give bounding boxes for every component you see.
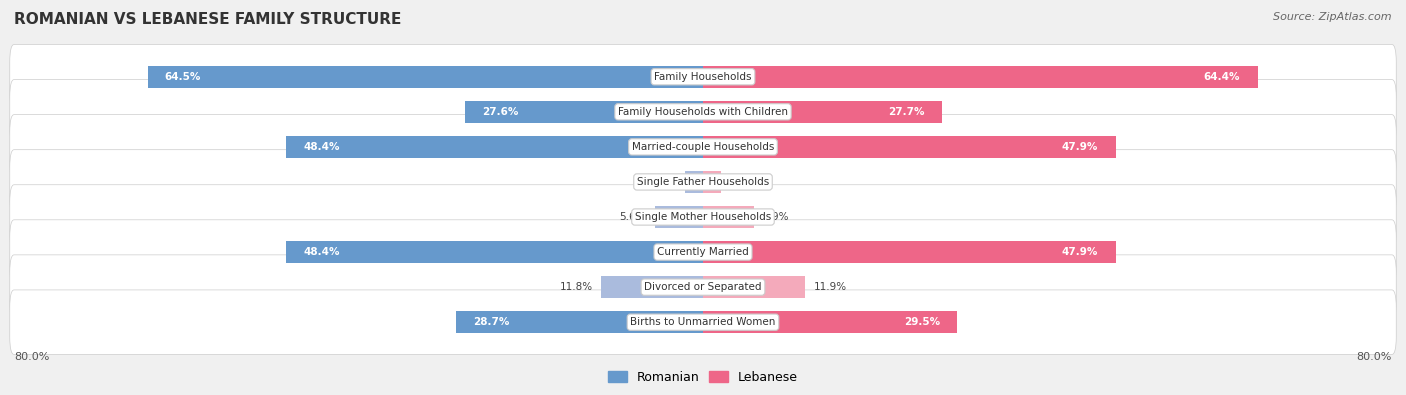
Text: Currently Married: Currently Married [657, 247, 749, 257]
Text: 11.9%: 11.9% [814, 282, 848, 292]
Text: 29.5%: 29.5% [904, 317, 939, 327]
Bar [703, 311, 957, 333]
Text: 5.9%: 5.9% [762, 212, 789, 222]
FancyBboxPatch shape [10, 255, 1396, 320]
Text: ROMANIAN VS LEBANESE FAMILY STRUCTURE: ROMANIAN VS LEBANESE FAMILY STRUCTURE [14, 12, 402, 27]
Text: 64.5%: 64.5% [165, 72, 201, 82]
Text: 64.4%: 64.4% [1204, 72, 1240, 82]
Text: 5.6%: 5.6% [620, 212, 647, 222]
FancyBboxPatch shape [10, 150, 1396, 214]
Bar [287, 136, 703, 158]
Text: Births to Unmarried Women: Births to Unmarried Women [630, 317, 776, 327]
Text: Divorced or Separated: Divorced or Separated [644, 282, 762, 292]
Text: 48.4%: 48.4% [304, 247, 340, 257]
Text: 28.7%: 28.7% [472, 317, 509, 327]
Bar [685, 171, 703, 193]
Legend: Romanian, Lebanese: Romanian, Lebanese [607, 371, 799, 384]
Bar [287, 241, 703, 263]
Text: 27.7%: 27.7% [887, 107, 924, 117]
Text: 80.0%: 80.0% [14, 352, 49, 361]
Text: 2.1%: 2.1% [730, 177, 756, 187]
FancyBboxPatch shape [10, 220, 1396, 284]
Bar [703, 171, 721, 193]
Text: Family Households with Children: Family Households with Children [619, 107, 787, 117]
Text: Family Households: Family Households [654, 72, 752, 82]
FancyBboxPatch shape [10, 115, 1396, 179]
Bar [703, 136, 1115, 158]
FancyBboxPatch shape [10, 185, 1396, 249]
Bar [456, 311, 703, 333]
Text: 47.9%: 47.9% [1062, 247, 1098, 257]
Text: 48.4%: 48.4% [304, 142, 340, 152]
Text: Source: ZipAtlas.com: Source: ZipAtlas.com [1274, 12, 1392, 22]
Bar [703, 241, 1115, 263]
Bar [655, 206, 703, 228]
FancyBboxPatch shape [10, 79, 1396, 144]
Bar [703, 206, 754, 228]
Bar [602, 276, 703, 298]
Bar [703, 101, 942, 123]
Text: Single Father Households: Single Father Households [637, 177, 769, 187]
Bar [703, 276, 806, 298]
Text: 27.6%: 27.6% [482, 107, 519, 117]
FancyBboxPatch shape [10, 45, 1396, 109]
Text: 11.8%: 11.8% [560, 282, 593, 292]
Text: 47.9%: 47.9% [1062, 142, 1098, 152]
FancyBboxPatch shape [10, 290, 1396, 354]
Bar [148, 66, 703, 88]
Text: 80.0%: 80.0% [1357, 352, 1392, 361]
Bar [465, 101, 703, 123]
Text: 2.1%: 2.1% [650, 177, 676, 187]
Text: Married-couple Households: Married-couple Households [631, 142, 775, 152]
Text: Single Mother Households: Single Mother Households [636, 212, 770, 222]
Bar [703, 66, 1257, 88]
